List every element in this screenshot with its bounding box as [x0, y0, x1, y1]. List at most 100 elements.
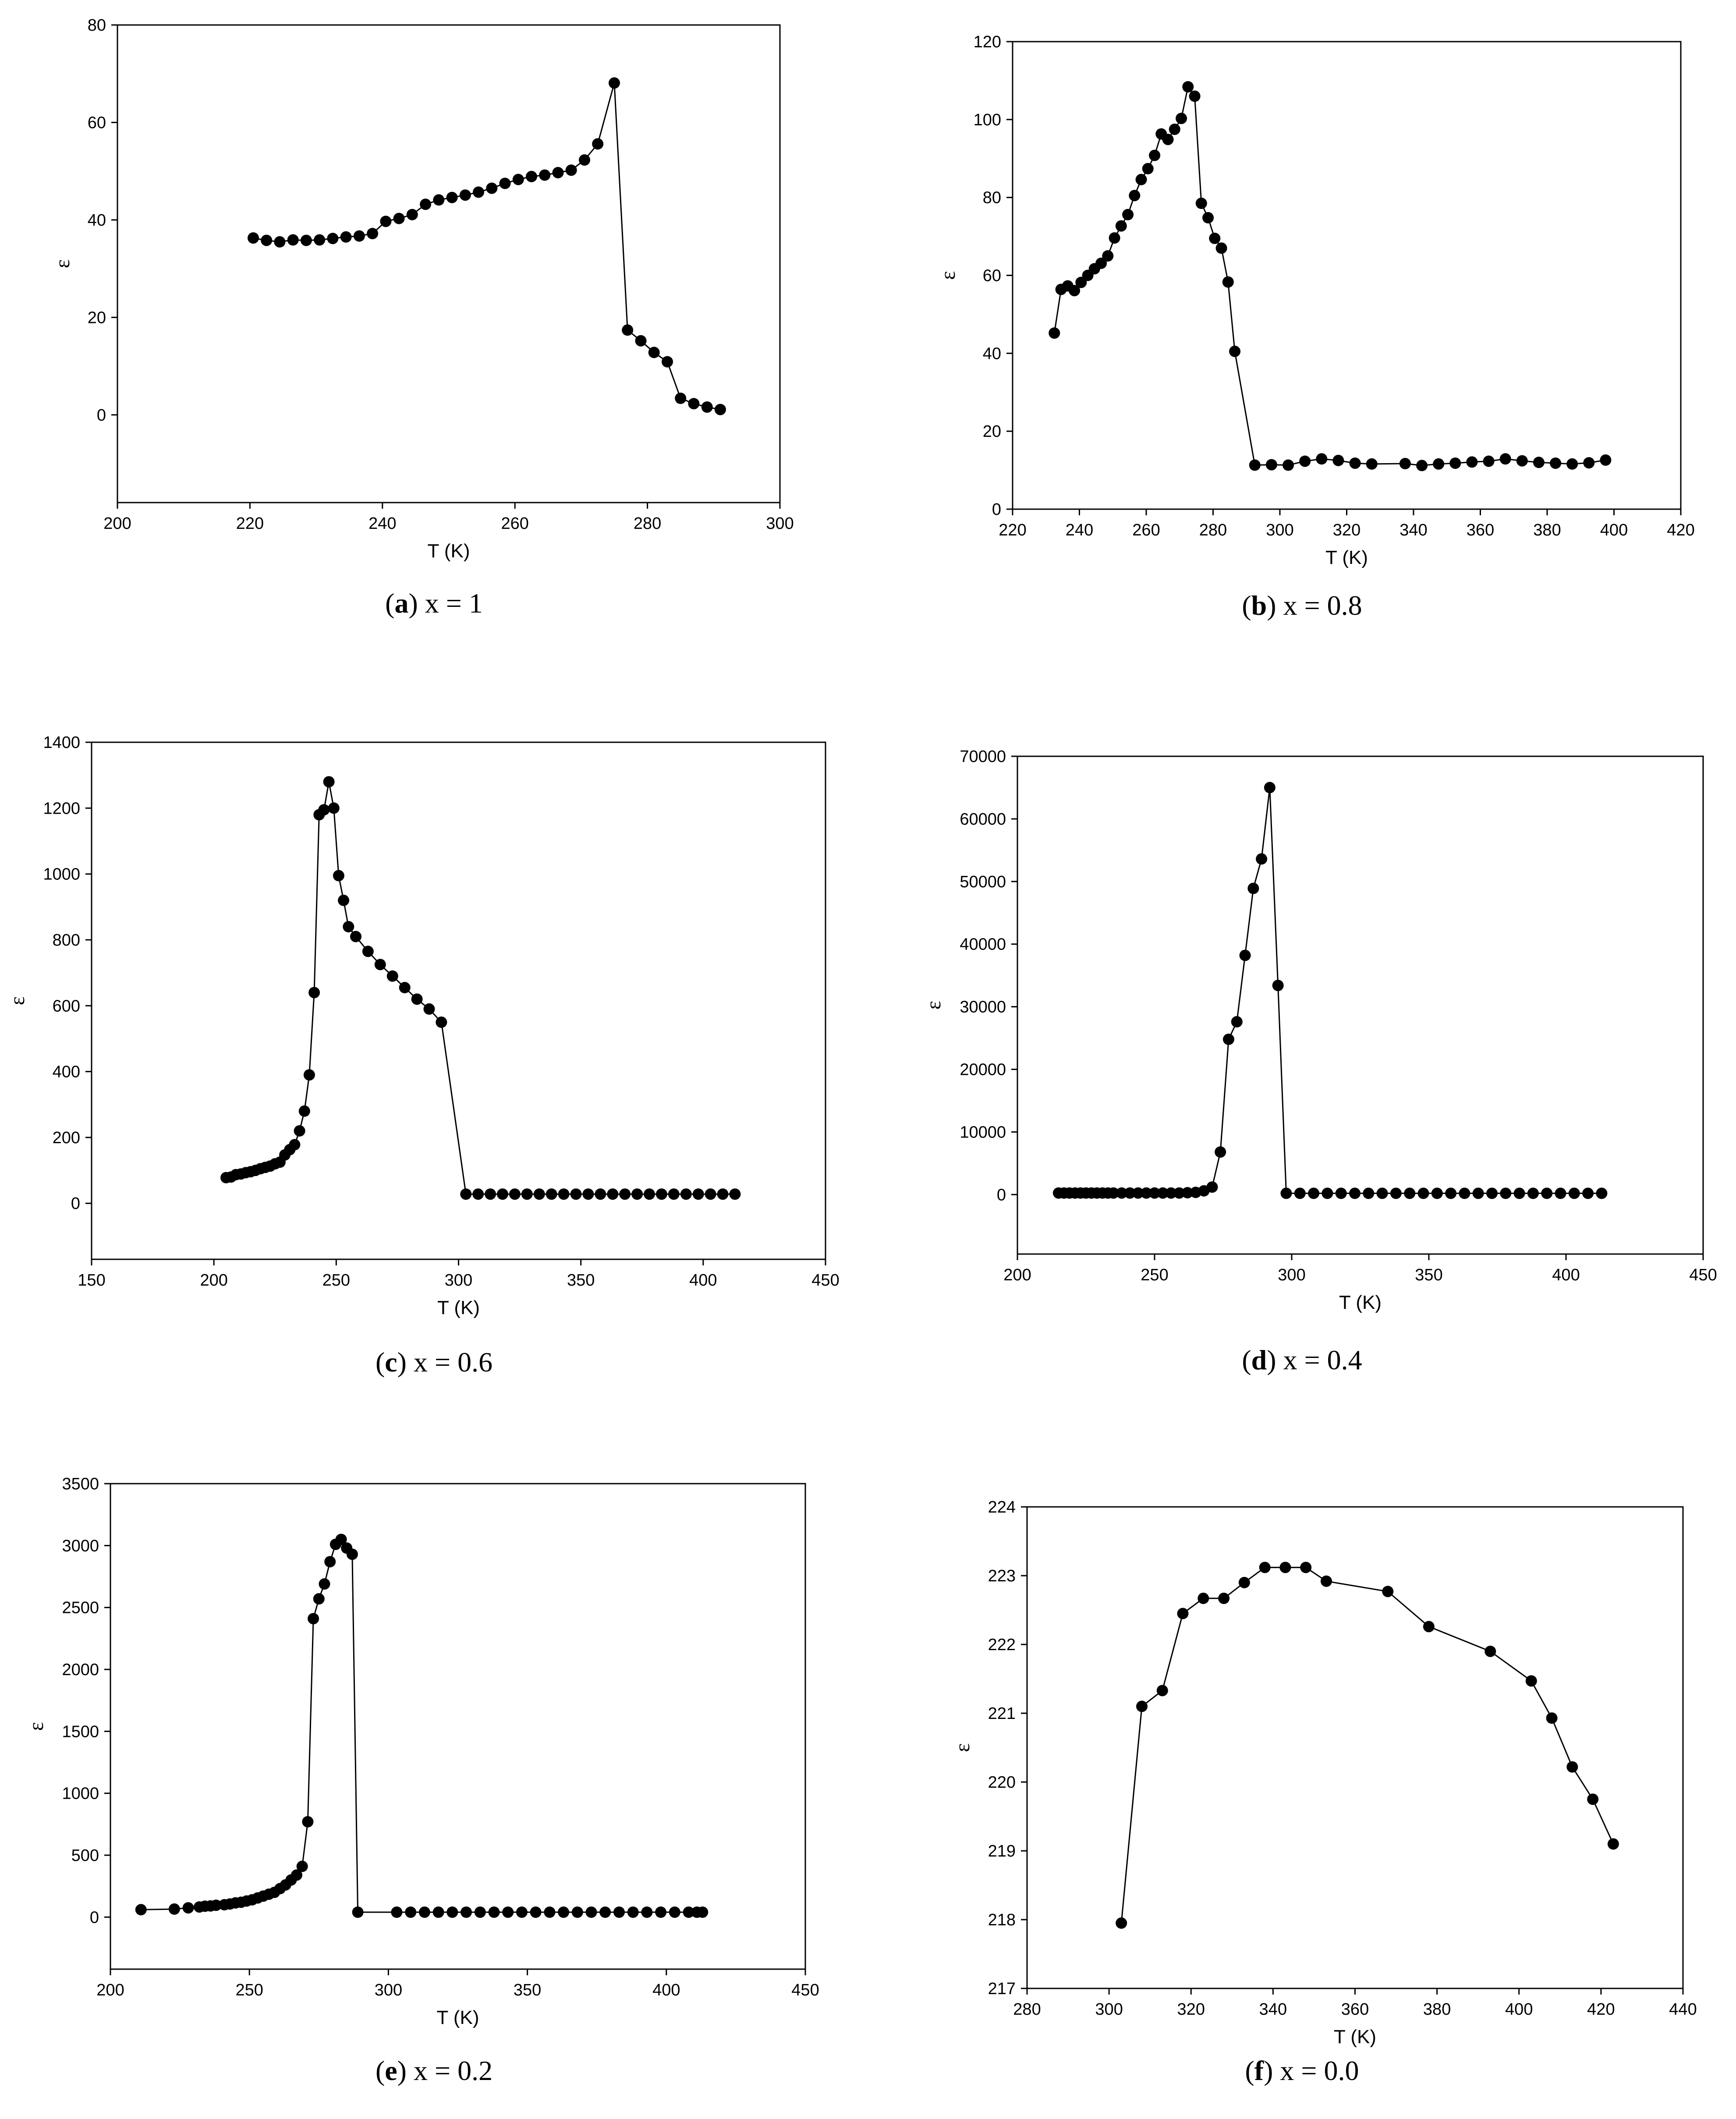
- caption-a-letter: a: [394, 588, 409, 619]
- data-point-a: [635, 335, 647, 347]
- data-point-c: [644, 1188, 655, 1200]
- plot-frame-c: [91, 741, 826, 1260]
- data-point-b: [1189, 90, 1201, 102]
- data-point-b: [1550, 457, 1562, 469]
- data-point-d: [1206, 1181, 1218, 1193]
- data-point-f: [1382, 1586, 1394, 1598]
- y-tick-label-f: 220: [988, 1773, 1016, 1792]
- data-point-c: [399, 982, 411, 993]
- data-point-c: [668, 1188, 680, 1200]
- y-tick-label-d: 0: [997, 1186, 1006, 1204]
- caption-f: (f) x = 0.0: [1245, 2055, 1359, 2086]
- x-tick-label-d: 450: [1689, 1266, 1717, 1284]
- y-tick-label-d: 60000: [960, 810, 1006, 829]
- x-tick-label-b: 320: [1333, 521, 1360, 539]
- chart-c: 150 200 250 300 350 400 450 0 200 400 600 800 1000 12…: [6, 734, 840, 1318]
- caption-a-text: x = 1: [418, 588, 483, 619]
- data-point-e: [210, 1899, 222, 1911]
- data-point-e: [627, 1906, 639, 1918]
- data-point-e: [474, 1906, 486, 1918]
- panel-a: 200 220 240 260 280 300 0 20 40 60 80 T (K) ε (a) x …: [0, 0, 868, 706]
- data-point-b: [1122, 209, 1134, 220]
- data-point-e: [655, 1906, 667, 1918]
- data-point-a: [367, 228, 379, 239]
- data-point-e: [669, 1906, 680, 1918]
- data-point-a: [701, 401, 713, 413]
- data-point-d: [1417, 1187, 1429, 1199]
- x-tick-label-e: 250: [235, 1981, 263, 1999]
- data-point-a: [473, 186, 484, 198]
- data-point-b: [1135, 174, 1147, 185]
- x-tick-label-f: 440: [1669, 2000, 1697, 2019]
- y-tick-label-f: 223: [988, 1567, 1016, 1585]
- data-point-a: [459, 189, 471, 201]
- data-point-c: [460, 1188, 472, 1200]
- y-tick-label-b: 20: [983, 422, 1001, 441]
- chart-b: 220 240 260 280 300 320 340 360 380 400 420 0 20 40 60…: [936, 33, 1695, 568]
- data-point-b: [1499, 453, 1511, 465]
- data-point-c: [362, 946, 374, 957]
- data-point-a: [314, 234, 326, 246]
- x-tick-label-b: 240: [1066, 521, 1093, 539]
- data-point-a: [688, 398, 700, 410]
- data-point-b: [1095, 257, 1107, 269]
- data-point-c: [294, 1125, 305, 1137]
- data-point-d: [1247, 882, 1259, 894]
- chart-d: 200 250 300 350 400 450 0 10000 20000 30000 40000 5…: [922, 748, 1717, 1313]
- y-tick-label-e: 2500: [62, 1599, 99, 1617]
- data-point-c: [546, 1188, 557, 1200]
- y-tick-label-e: 0: [90, 1908, 99, 1927]
- data-point-e: [405, 1906, 417, 1918]
- plot-frame-d: [1017, 755, 1704, 1255]
- data-point-a: [526, 170, 537, 182]
- data-point-c: [485, 1188, 496, 1200]
- data-point-d: [1149, 1187, 1160, 1199]
- data-point-e: [308, 1613, 319, 1625]
- data-point-c: [303, 1069, 315, 1081]
- data-point-c: [595, 1188, 606, 1200]
- data-point-e: [585, 1906, 597, 1918]
- y-tick-label-a: 60: [88, 113, 106, 132]
- x-tick-label-c: 400: [689, 1271, 717, 1290]
- caption-e: (e) x = 0.2: [375, 2055, 493, 2086]
- data-point-d: [1215, 1146, 1226, 1158]
- y-tick-label-c: 1400: [43, 734, 80, 752]
- data-point-d: [1431, 1187, 1443, 1199]
- y-axis-label-a: ε: [51, 259, 74, 268]
- y-tick-label-d: 30000: [960, 998, 1006, 1017]
- data-point-b: [1195, 198, 1207, 209]
- data-point-b: [1109, 232, 1120, 244]
- series-line-a: [253, 83, 721, 411]
- data-point-b: [1299, 455, 1311, 467]
- x-tick-label-a: 260: [501, 514, 528, 533]
- data-point-c: [509, 1188, 521, 1200]
- x-tick-label-c: 450: [811, 1271, 839, 1290]
- y-tick-label-e: 3500: [62, 1475, 99, 1493]
- data-point-c: [374, 959, 386, 971]
- data-point-c: [692, 1188, 704, 1200]
- data-point-b: [1162, 134, 1174, 145]
- data-point-a: [512, 174, 524, 185]
- data-point-c: [607, 1188, 619, 1200]
- data-point-b: [1349, 457, 1361, 469]
- data-point-e: [502, 1906, 514, 1918]
- data-point-e: [461, 1906, 472, 1918]
- data-point-a: [609, 77, 620, 89]
- data-point-b: [1483, 455, 1495, 467]
- x-tick-label-c: 200: [200, 1271, 227, 1290]
- data-point-a: [579, 154, 590, 166]
- data-point-e: [558, 1906, 570, 1918]
- data-point-d: [1223, 1033, 1234, 1045]
- y-tick-label-b: 100: [974, 111, 1001, 129]
- data-point-d: [1349, 1187, 1360, 1199]
- data-point-d: [1321, 1187, 1333, 1199]
- data-point-c: [729, 1188, 741, 1200]
- data-point-d: [1108, 1187, 1120, 1199]
- data-point-f: [1525, 1675, 1537, 1687]
- x-tick-label-b: 340: [1399, 521, 1427, 539]
- y-tick-label-c: 200: [53, 1129, 80, 1147]
- chart-a: 200 220 240 260 280 300 0 20 40 60 80 T (K) ε: [51, 16, 794, 562]
- data-point-c: [338, 894, 350, 906]
- data-point-d: [1116, 1187, 1127, 1199]
